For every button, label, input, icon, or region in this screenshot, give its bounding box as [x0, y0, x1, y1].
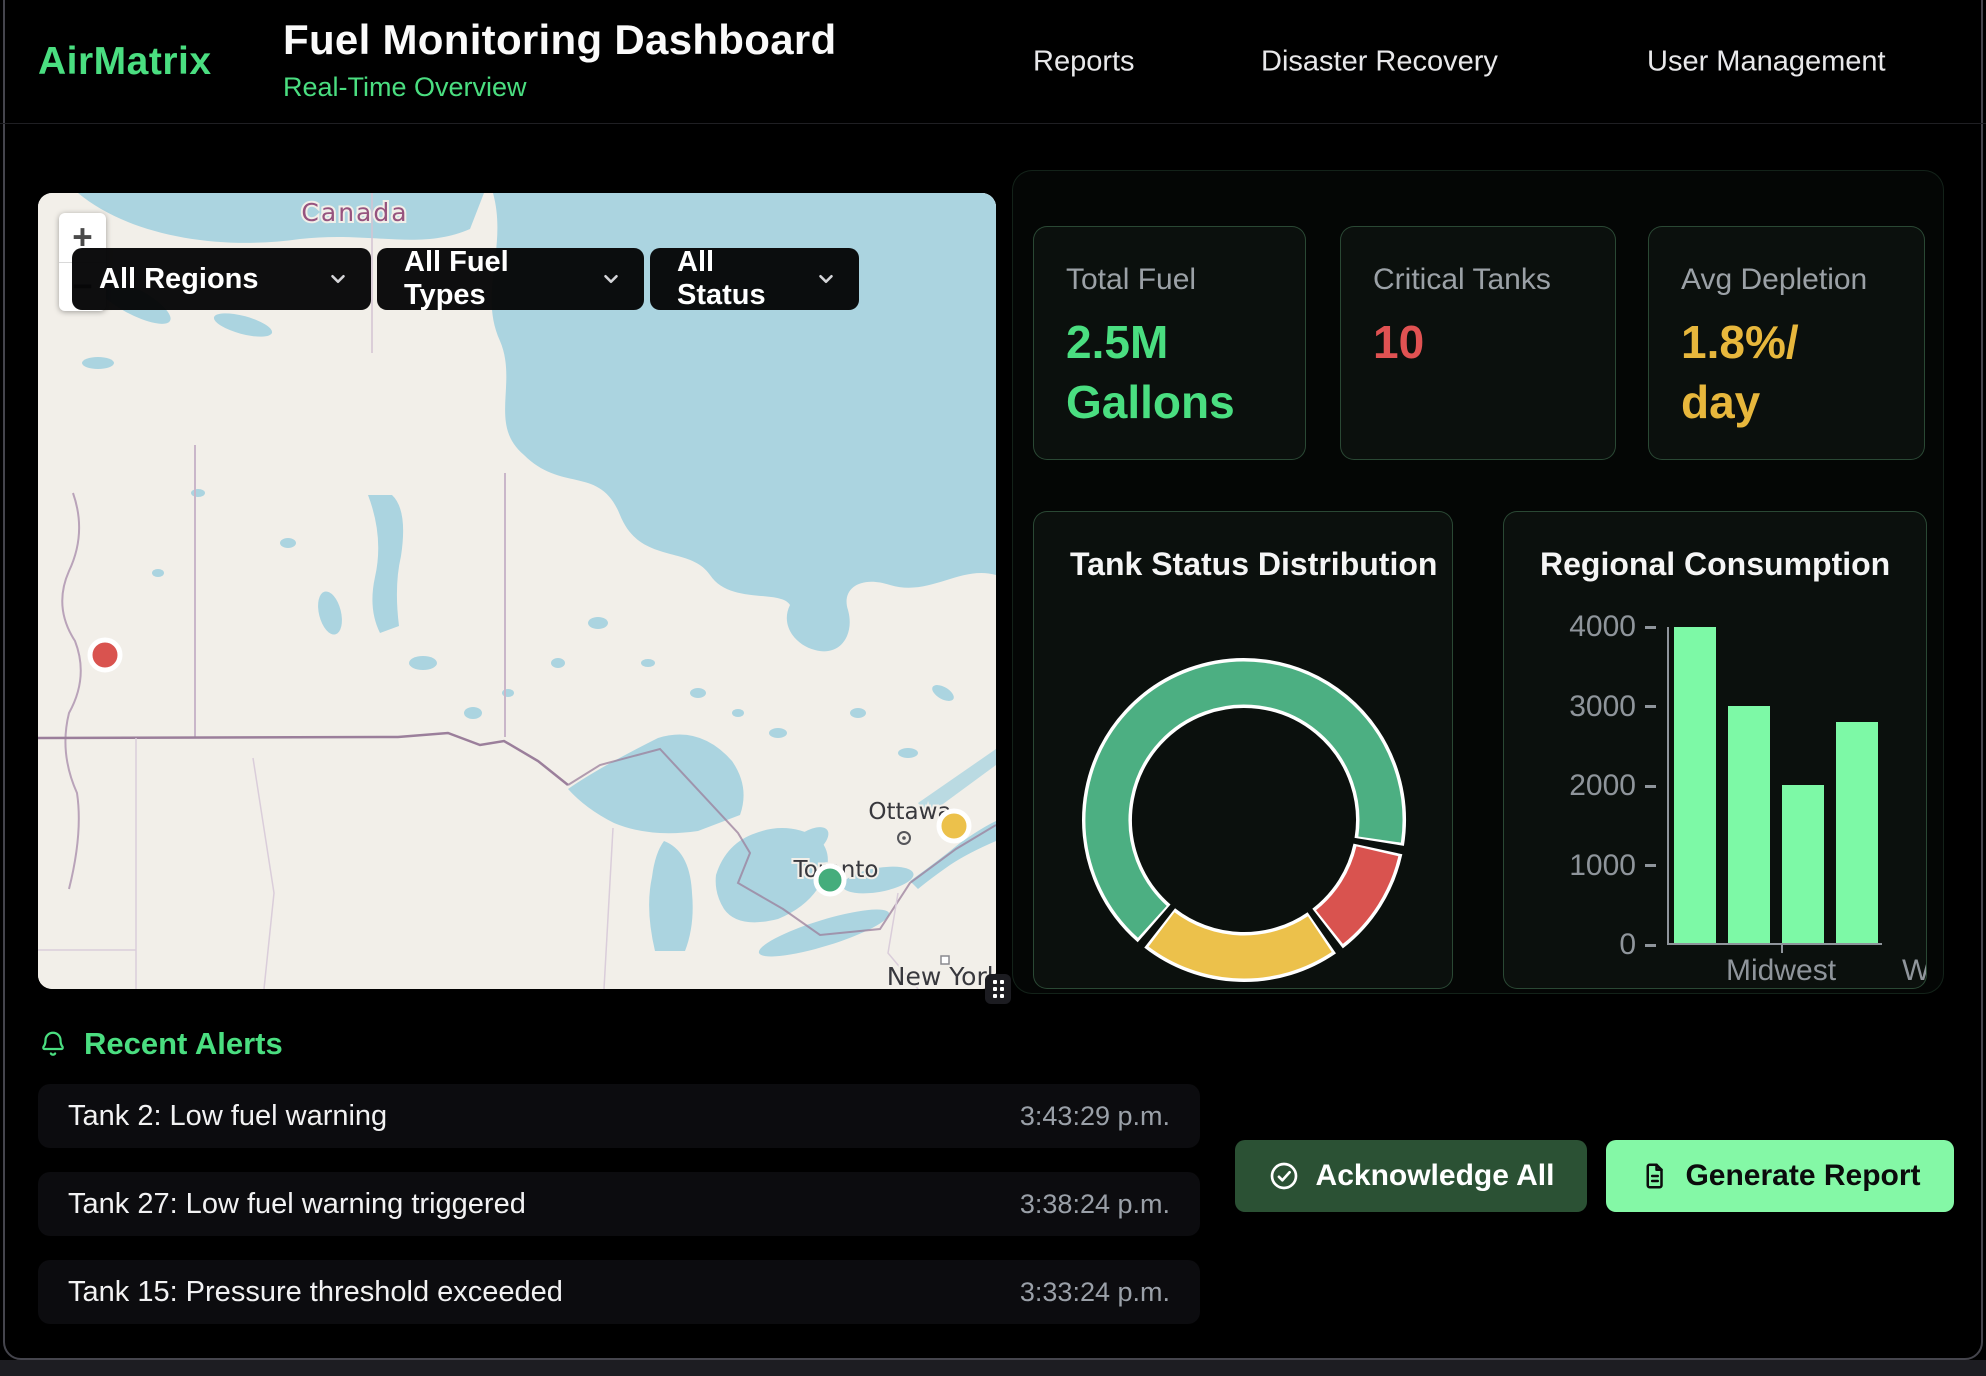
alert-timestamp: 3:43:29 p.m. — [1019, 1100, 1170, 1131]
kpi-avg-depletion: Avg Depletion 1.8%/ day — [1648, 226, 1925, 460]
map-drag-handle[interactable] — [985, 974, 1011, 1004]
kpi-value: 2.5M Gallons — [1066, 316, 1235, 428]
map-canvas: Canada Ottawa Toronto New York — [38, 193, 996, 989]
page-title: Fuel Monitoring Dashboard — [283, 16, 837, 63]
kpi-critical-tanks: Critical Tanks 10 — [1340, 226, 1616, 460]
nav-disaster-recovery[interactable]: Disaster Recovery — [1261, 45, 1498, 77]
kpi-value: 1.8%/ day — [1681, 316, 1799, 428]
generate-report-label: Generate Report — [1685, 1159, 1921, 1192]
alert-row: Tank 2: Low fuel warning 3:43:29 p.m. — [38, 1084, 1200, 1148]
kpi-total-fuel: Total Fuel 2.5M Gallons — [1033, 226, 1306, 460]
kpi-label: Avg Depletion — [1681, 263, 1868, 296]
alert-message: Tank 15: Pressure threshold exceeded — [68, 1275, 563, 1308]
donut-chart — [1082, 658, 1406, 982]
generate-report-button[interactable]: Generate Report — [1606, 1140, 1954, 1212]
footer-strip — [0, 1360, 1986, 1376]
alert-message: Tank 2: Low fuel warning — [68, 1099, 388, 1132]
acknowledge-all-label: Acknowledge All — [1315, 1159, 1555, 1192]
fuel-map[interactable]: Canada Ottawa Toronto New York + − All R… — [38, 193, 996, 989]
acknowledge-all-button[interactable]: Acknowledge All — [1235, 1140, 1587, 1212]
zoom-in-button[interactable]: + — [72, 217, 93, 257]
nav-reports[interactable]: Reports — [1033, 45, 1135, 77]
chevron-down-icon — [819, 274, 833, 284]
marker-warning-tank[interactable] — [936, 808, 972, 844]
nav-user-management[interactable]: User Management — [1647, 45, 1886, 77]
chevron-down-icon — [604, 274, 618, 284]
title-block: Fuel Monitoring Dashboard Real-Time Over… — [283, 16, 836, 103]
bar — [1782, 785, 1824, 943]
app-header: AirMatrix Fuel Monitoring Dashboard Real… — [0, 0, 1986, 124]
tank-status-chart-card: Tank Status Distribution — [1033, 511, 1453, 989]
alert-timestamp: 3:33:24 p.m. — [1019, 1276, 1170, 1307]
marker-critical-tank[interactable] — [87, 637, 123, 673]
region-filter-value: All Regions — [99, 262, 259, 295]
alerts-title: Recent Alerts — [84, 1026, 283, 1061]
bar-chart-plot — [1667, 627, 1882, 945]
bar — [1836, 721, 1878, 943]
regional-consumption-chart-card: Regional Consumption 4000 3000 2000 1000 0 M… — [1503, 511, 1927, 989]
stats-panel: Total Fuel 2.5M Gallons Critical Tanks 1… — [1012, 170, 1944, 994]
alert-message: Tank 27: Low fuel warning triggered — [68, 1187, 526, 1220]
chart-title: Regional Consumption — [1540, 546, 1891, 582]
check-circle-icon — [1270, 1162, 1297, 1190]
map-filter-bar: All Regions All Fuel Types All Status — [72, 246, 859, 311]
bar — [1674, 627, 1716, 943]
alert-row: Tank 27: Low fuel warning triggered 3:38… — [38, 1172, 1200, 1236]
kpi-label: Critical Tanks — [1373, 263, 1551, 296]
bar-chart-y-axis-labels: 4000 3000 2000 1000 0 — [1534, 610, 1656, 961]
newyork-town-icon — [940, 955, 950, 965]
ottawa-city-icon — [897, 831, 911, 845]
ottawa-city-dot — [902, 836, 906, 840]
bar — [1728, 706, 1770, 943]
map-label-newyork: New York — [887, 962, 996, 989]
alert-timestamp: 3:38:24 p.m. — [1019, 1188, 1170, 1219]
status-filter-value: All Status — [677, 246, 766, 311]
bar-chart-x-axis-labels: MidwestWest — [1672, 945, 1926, 988]
bell-icon — [42, 1031, 64, 1056]
fuel-type-filter-select[interactable]: All Fuel Types — [377, 246, 644, 311]
status-filter-select[interactable]: All Status — [650, 246, 859, 311]
kpi-label: Total Fuel — [1066, 263, 1197, 296]
document-icon — [1646, 1163, 1664, 1189]
alert-row: Tank 15: Pressure threshold exceeded 3:3… — [38, 1260, 1200, 1324]
brand-logo: AirMatrix — [38, 39, 212, 83]
chevron-down-icon — [331, 274, 345, 284]
map-label-country: Canada — [301, 198, 408, 227]
fuel-type-filter-value: All Fuel Types — [404, 246, 509, 311]
page-subtitle: Real-Time Overview — [283, 72, 527, 102]
kpi-value: 10 — [1373, 316, 1425, 368]
chart-title: Tank Status Distribution — [1070, 546, 1438, 582]
alerts-header: Recent Alerts — [38, 1026, 283, 1062]
marker-normal-tank[interactable] — [813, 863, 847, 897]
region-filter-select[interactable]: All Regions — [72, 248, 371, 310]
